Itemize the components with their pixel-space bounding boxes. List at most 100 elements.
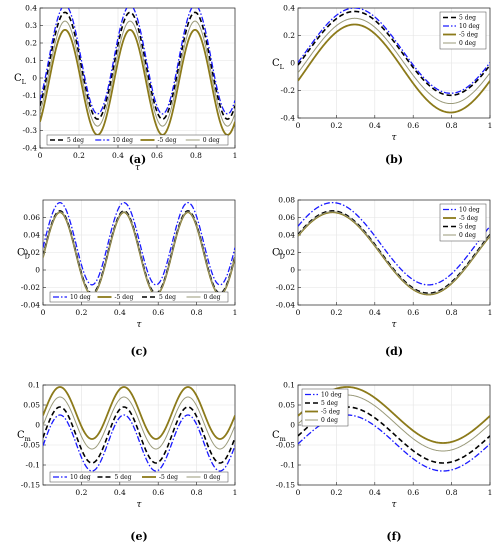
- x-axis-label: τ: [137, 320, 143, 330]
- series-line: [298, 211, 490, 295]
- legend-label: 10 deg: [321, 392, 342, 399]
- x-tick-label: 0.8: [191, 308, 203, 317]
- panel-5: 0.2 0.4 0.6 0.8 1 -0.15 -0.1 -0.05 0 0.05 0.1 10 de…: [17, 381, 237, 543]
- x-tick-label: 0: [296, 488, 301, 497]
- x-tick-label: 0.4: [112, 151, 124, 160]
- series-line: [40, 8, 235, 115]
- y-tick-label: 0.05: [23, 401, 40, 410]
- legend-label: -5 deg: [459, 215, 478, 222]
- legend-label: 0 deg: [203, 137, 220, 144]
- series-line: [298, 210, 490, 294]
- legend-label: 0 deg: [204, 474, 221, 481]
- y-tick-label: 0.4: [25, 4, 37, 13]
- x-tick-label: 0: [296, 121, 301, 130]
- y-tick-label: -0.4: [23, 144, 38, 153]
- x-tick-label: 0.6: [407, 488, 419, 497]
- series-line: [40, 29, 235, 136]
- y-tick-label: 0.4: [283, 4, 295, 13]
- y-axis-label: CL: [14, 73, 27, 86]
- panel-label: (f): [386, 530, 401, 543]
- y-tick-label: -0.4: [281, 114, 296, 123]
- y-tick-label: -0.02: [276, 283, 295, 292]
- y-axis-label-main: C: [14, 73, 22, 84]
- x-tick-label: 0: [41, 308, 46, 317]
- y-tick-label: -0.04: [21, 301, 40, 310]
- series-line: [298, 201, 490, 286]
- series-line: [298, 414, 490, 472]
- series-line: [43, 386, 235, 440]
- x-tick-label: 1: [233, 488, 238, 497]
- y-tick-label: 0: [290, 421, 295, 430]
- y-tick-label: -0.02: [21, 283, 40, 292]
- legend-label: 5 deg: [459, 224, 476, 231]
- x-axis-label: τ: [135, 163, 141, 173]
- legend-label: 5 deg: [321, 400, 338, 407]
- y-tick-label: 0: [290, 59, 295, 68]
- y-tick-label: 0.02: [23, 248, 40, 257]
- legend-box: [49, 471, 229, 483]
- x-tick-label: 0.2: [330, 121, 342, 130]
- legend-label: 5 deg: [459, 15, 476, 22]
- y-tick-label: 0.04: [278, 231, 295, 240]
- legend-label: 0 deg: [204, 294, 221, 301]
- x-tick-label: 0.4: [369, 121, 381, 130]
- x-tick-label: 1: [233, 308, 238, 317]
- x-axis-label: τ: [392, 320, 398, 330]
- x-tick-label: 0.2: [73, 151, 85, 160]
- x-tick-label: 0.4: [114, 488, 126, 497]
- legend-label: -5 deg: [321, 409, 340, 416]
- y-tick-label: -0.04: [276, 301, 295, 310]
- series-line: [298, 8, 490, 94]
- x-axis-label: τ: [392, 500, 398, 510]
- panel-3: 0 0.2 0.4 0.6 0.8 1 -0.04 -0.02 0 0.02 0.04 0.06 10 …: [17, 199, 238, 358]
- y-axis-label-sub: L: [22, 78, 27, 86]
- x-tick-label: 0: [38, 151, 43, 160]
- x-tick-label: 0.2: [330, 308, 342, 317]
- x-tick-label: 0.6: [151, 151, 163, 160]
- x-tick-label: 0.8: [190, 151, 202, 160]
- x-tick-label: 0.4: [114, 308, 126, 317]
- x-tick-label: 0.2: [75, 308, 87, 317]
- y-axis-label-sub: L: [280, 63, 285, 71]
- legend-label: 5 deg: [115, 474, 132, 481]
- x-tick-label: 0.2: [75, 488, 87, 497]
- legend-label: 0 deg: [459, 232, 476, 239]
- legend-label: 10 deg: [112, 137, 133, 144]
- x-tick-label: 0.8: [446, 121, 458, 130]
- series-line: [43, 396, 235, 450]
- y-axis-label: CD: [17, 248, 30, 261]
- x-tick-label: 0.2: [330, 488, 342, 497]
- y-axis-label-sub: m: [25, 435, 31, 443]
- legend-label: -5 deg: [159, 474, 178, 481]
- y-axis-label-main: C: [272, 430, 280, 441]
- panel-6: 0 0.2 0.4 0.6 0.8 1 -0.15 -0.1 -0.05 0 0.05 0.1 10 d…: [272, 381, 492, 543]
- x-tick-label: 0.6: [407, 121, 419, 130]
- x-tick-label: 0.8: [446, 488, 458, 497]
- y-tick-label: 0.06: [278, 213, 295, 222]
- y-axis-label: Cm: [272, 430, 286, 443]
- y-tick-label: -0.1: [281, 461, 295, 470]
- y-tick-label: -0.05: [21, 441, 40, 450]
- y-tick-label: 0: [290, 266, 295, 275]
- y-axis-label: CD: [272, 248, 285, 261]
- axes-frame: [42, 384, 236, 486]
- series-line: [298, 23, 490, 114]
- x-tick-label: 1: [488, 488, 493, 497]
- legend-label: -5 deg: [158, 137, 177, 144]
- x-tick-label: 1: [488, 121, 493, 130]
- legend-label: 10 deg: [459, 207, 480, 214]
- legend-label: 5 deg: [159, 294, 176, 301]
- axes-frame: [297, 199, 491, 306]
- y-axis-label: Cm: [17, 430, 31, 443]
- x-tick-label: 0.4: [369, 488, 381, 497]
- legend-label: 10 deg: [459, 23, 480, 30]
- legend-label: -5 deg: [115, 294, 134, 301]
- legend-box: [49, 291, 229, 303]
- y-tick-label: 0.2: [25, 39, 37, 48]
- y-tick-label: 0.1: [283, 381, 295, 390]
- x-tick-label: 0.4: [369, 308, 381, 317]
- panel-label: (a): [129, 153, 147, 166]
- y-axis-label-sub: D: [25, 253, 30, 261]
- y-tick-label: 0.2: [283, 31, 295, 40]
